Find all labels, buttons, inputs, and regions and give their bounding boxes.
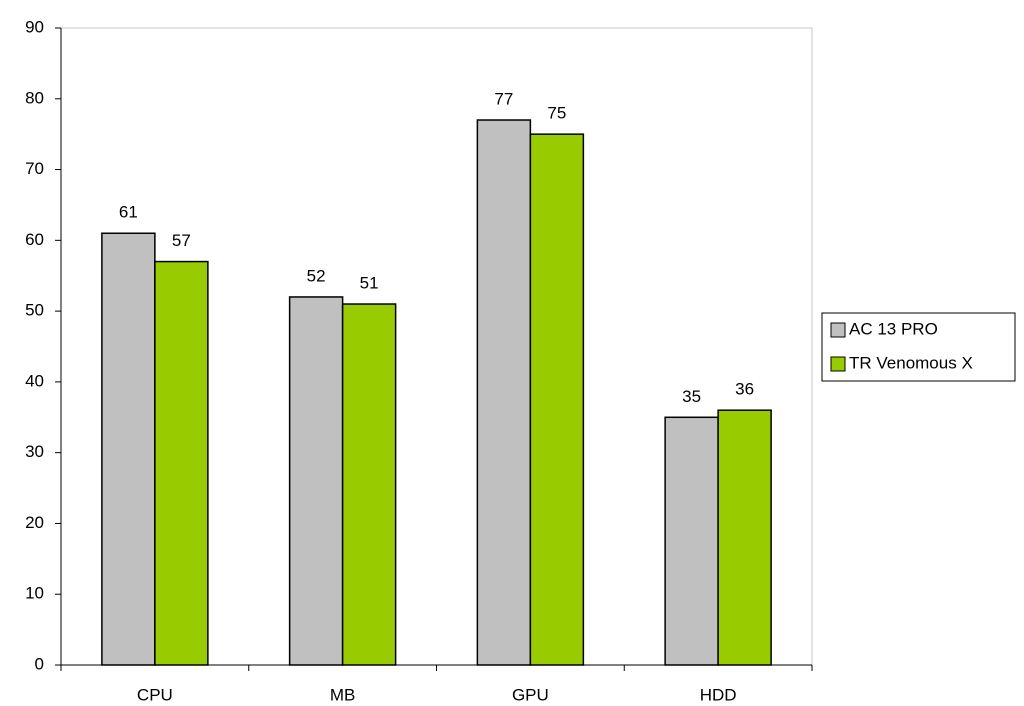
bar: [154, 260, 209, 666]
y-tick-label: 40: [25, 371, 44, 390]
y-tick-label: 20: [25, 513, 44, 532]
data-label: 75: [547, 104, 566, 123]
x-tick-label: HDD: [700, 685, 737, 704]
data-label: 52: [307, 266, 326, 285]
y-tick-label: 30: [25, 442, 44, 461]
data-label: 57: [172, 231, 191, 250]
data-label: 51: [360, 274, 379, 293]
legend-swatch: [830, 356, 846, 372]
data-label: 61: [119, 203, 138, 222]
bar: [341, 303, 397, 666]
legend-label: AC 13 PRO: [849, 319, 938, 338]
data-label: 35: [682, 387, 701, 406]
y-tick-label: 70: [25, 159, 44, 178]
bar: [529, 133, 585, 666]
bar: [476, 119, 532, 666]
bar: [664, 416, 719, 666]
y-tick-label: 0: [35, 654, 44, 673]
y-tick-label: 90: [25, 17, 44, 36]
data-label: 36: [735, 380, 754, 399]
bar: [288, 296, 344, 666]
y-tick-label: 50: [25, 301, 44, 320]
x-tick-label: GPU: [512, 685, 549, 704]
x-tick-label: CPU: [137, 685, 173, 704]
bar: [101, 232, 156, 666]
legend-label: TR Venomous X: [849, 353, 973, 372]
y-tick-label: 10: [25, 584, 44, 603]
y-tick-label: 80: [25, 88, 44, 107]
legend-swatch: [830, 322, 846, 338]
bar: [717, 409, 772, 666]
x-tick-label: MB: [330, 685, 356, 704]
legend-box: [821, 312, 1016, 382]
y-tick-label: 60: [25, 230, 44, 249]
data-label: 77: [494, 89, 513, 108]
